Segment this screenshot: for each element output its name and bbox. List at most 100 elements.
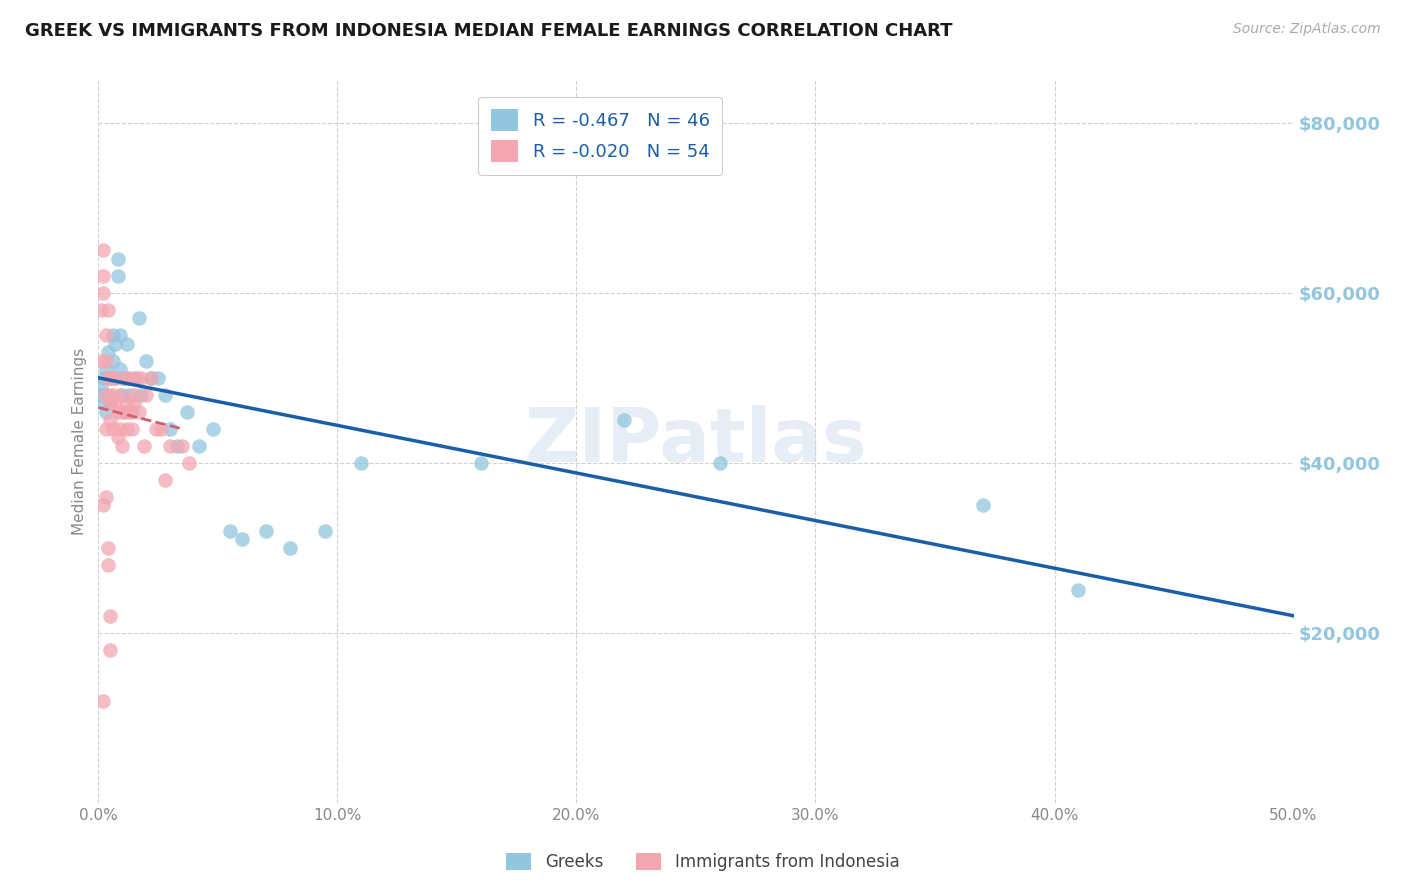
Point — [118, 388, 141, 402]
Point — [107, 430, 129, 444]
Point — [121, 422, 143, 436]
Point — [709, 456, 731, 470]
Point — [98, 608, 122, 623]
Point — [202, 422, 225, 436]
Point — [159, 422, 181, 436]
Point — [104, 371, 127, 385]
Point — [108, 328, 131, 343]
Point — [91, 694, 114, 708]
Point — [124, 371, 146, 385]
Point — [107, 268, 129, 283]
Point — [91, 498, 114, 512]
Point — [128, 311, 150, 326]
Point — [101, 371, 124, 385]
Point — [98, 371, 122, 385]
Point — [139, 371, 162, 385]
Point — [104, 336, 127, 351]
Point — [159, 439, 181, 453]
Point — [278, 541, 301, 555]
Legend: R = -0.467   N = 46, R = -0.020   N = 54: R = -0.467 N = 46, R = -0.020 N = 54 — [478, 96, 723, 175]
Point — [98, 413, 122, 427]
Point — [148, 371, 170, 385]
Point — [115, 336, 138, 351]
Point — [179, 456, 201, 470]
Point — [91, 285, 114, 300]
Point — [108, 422, 131, 436]
Point — [114, 405, 136, 419]
Point — [187, 439, 209, 453]
Y-axis label: Median Female Earnings: Median Female Earnings — [72, 348, 87, 535]
Point — [94, 490, 117, 504]
Point — [114, 371, 136, 385]
Point — [172, 439, 194, 453]
Point — [115, 396, 138, 410]
Point — [219, 524, 242, 538]
Point — [108, 388, 131, 402]
Point — [104, 396, 127, 410]
Point — [107, 405, 129, 419]
Point — [118, 405, 141, 419]
Point — [90, 302, 112, 317]
Point — [155, 388, 177, 402]
Point — [90, 379, 112, 393]
Point — [135, 388, 157, 402]
Point — [135, 353, 157, 368]
Point — [124, 396, 146, 410]
Point — [111, 371, 134, 385]
Point — [94, 362, 117, 376]
Point — [972, 498, 994, 512]
Point — [128, 405, 150, 419]
Point — [91, 244, 114, 258]
Point — [118, 371, 141, 385]
Point — [97, 371, 120, 385]
Point — [114, 371, 136, 385]
Point — [101, 422, 124, 436]
Point — [90, 388, 112, 402]
Point — [98, 642, 122, 657]
Point — [131, 371, 153, 385]
Point — [111, 439, 134, 453]
Point — [97, 345, 120, 359]
Point — [97, 558, 120, 572]
Point — [231, 533, 253, 547]
Point — [350, 456, 373, 470]
Point — [149, 422, 172, 436]
Point — [101, 388, 124, 402]
Point — [115, 422, 138, 436]
Point — [315, 524, 337, 538]
Point — [94, 328, 117, 343]
Point — [176, 405, 198, 419]
Text: Source: ZipAtlas.com: Source: ZipAtlas.com — [1233, 22, 1381, 37]
Point — [91, 268, 114, 283]
Point — [131, 388, 153, 402]
Point — [139, 371, 162, 385]
Point — [91, 396, 114, 410]
Point — [97, 388, 120, 402]
Point — [111, 405, 134, 419]
Point — [145, 422, 167, 436]
Point — [125, 371, 148, 385]
Point — [94, 405, 117, 419]
Point — [613, 413, 636, 427]
Point — [91, 371, 114, 385]
Point — [254, 524, 277, 538]
Point — [94, 388, 117, 402]
Point — [101, 353, 124, 368]
Point — [98, 371, 122, 385]
Point — [101, 328, 124, 343]
Point — [166, 439, 188, 453]
Point — [124, 388, 146, 402]
Point — [104, 371, 127, 385]
Point — [97, 302, 120, 317]
Point — [121, 405, 143, 419]
Point — [94, 422, 117, 436]
Text: ZIPatlas: ZIPatlas — [524, 405, 868, 478]
Point — [98, 396, 122, 410]
Point — [470, 456, 492, 470]
Point — [90, 353, 112, 368]
Point — [111, 388, 134, 402]
Point — [94, 353, 117, 368]
Point — [108, 362, 131, 376]
Text: GREEK VS IMMIGRANTS FROM INDONESIA MEDIAN FEMALE EARNINGS CORRELATION CHART: GREEK VS IMMIGRANTS FROM INDONESIA MEDIA… — [25, 22, 953, 40]
Point — [98, 396, 122, 410]
